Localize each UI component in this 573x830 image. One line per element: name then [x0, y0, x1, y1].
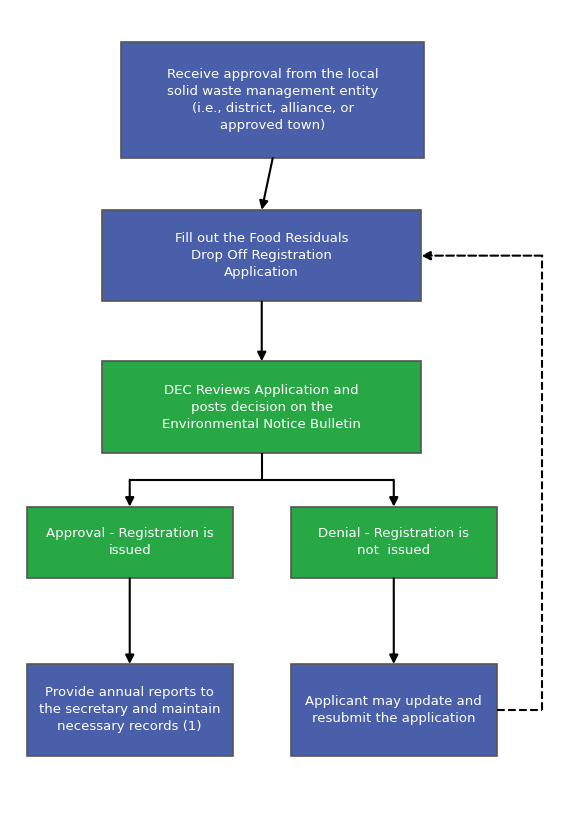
Text: Receive approval from the local
solid waste management entity
(i.e., district, a: Receive approval from the local solid wa… [167, 68, 379, 132]
FancyBboxPatch shape [26, 506, 233, 579]
Text: Fill out the Food Residuals
Drop Off Registration
Application: Fill out the Food Residuals Drop Off Reg… [175, 232, 348, 279]
FancyBboxPatch shape [26, 664, 233, 755]
FancyBboxPatch shape [121, 42, 424, 158]
FancyBboxPatch shape [291, 664, 497, 755]
Text: Denial - Registration is
not  issued: Denial - Registration is not issued [318, 528, 469, 558]
FancyBboxPatch shape [102, 210, 421, 301]
Text: Provide annual reports to
the secretary and maintain
necessary records (1): Provide annual reports to the secretary … [39, 686, 221, 734]
Text: Approval - Registration is
issued: Approval - Registration is issued [46, 528, 214, 558]
FancyBboxPatch shape [102, 361, 421, 453]
FancyBboxPatch shape [291, 506, 497, 579]
Text: DEC Reviews Application and
posts decision on the
Environmental Notice Bulletin: DEC Reviews Application and posts decisi… [162, 383, 361, 431]
Text: Applicant may update and
resubmit the application: Applicant may update and resubmit the ap… [305, 695, 482, 725]
